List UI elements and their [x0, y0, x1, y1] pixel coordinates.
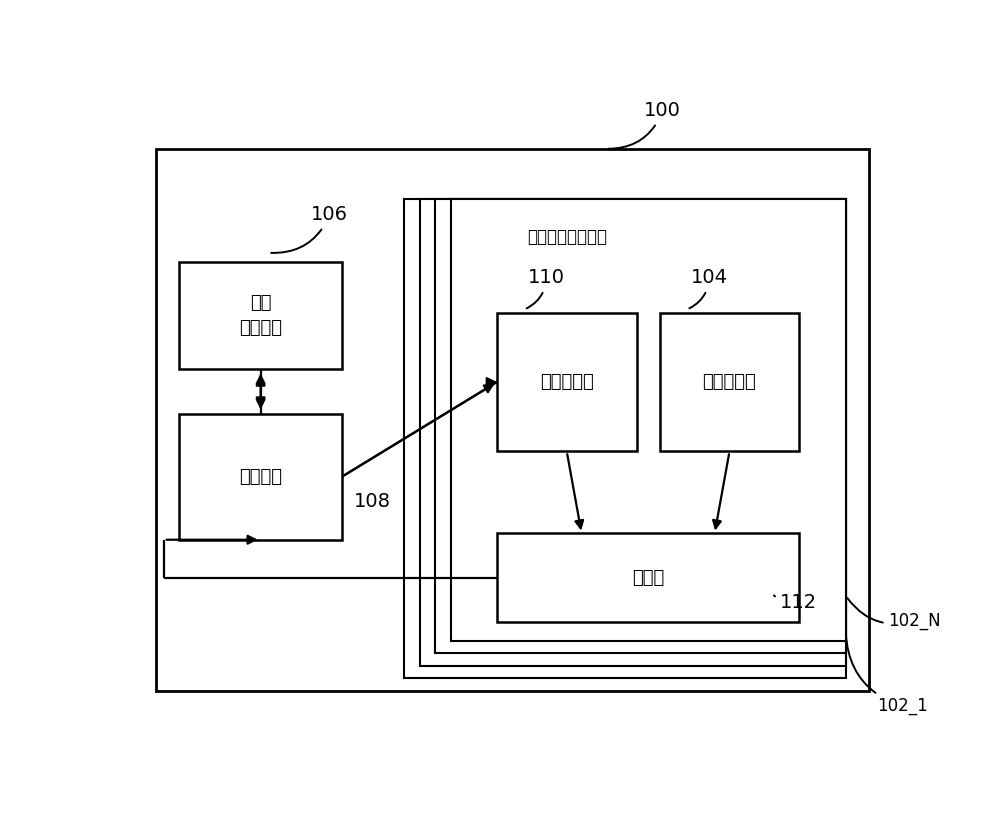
Text: 资源
启用模块: 资源 启用模块: [239, 294, 282, 337]
Text: 108: 108: [354, 492, 391, 511]
Bar: [450, 199, 846, 640]
Bar: [179, 414, 342, 540]
Text: 安全启用值: 安全启用值: [703, 373, 756, 391]
Bar: [497, 313, 637, 451]
Text: 102_N: 102_N: [847, 598, 941, 630]
Text: 104: 104: [689, 269, 728, 309]
Bar: [156, 149, 869, 691]
Bar: [420, 199, 846, 666]
Bar: [660, 313, 799, 451]
Text: 计算内核: 计算内核: [239, 468, 282, 486]
Bar: [435, 199, 846, 654]
Text: 106: 106: [271, 206, 348, 253]
Text: 102_1: 102_1: [846, 633, 928, 715]
Bar: [497, 533, 799, 622]
Bar: [404, 199, 846, 678]
Bar: [179, 262, 342, 369]
Text: 112: 112: [774, 593, 817, 613]
Text: 启用寄存器: 启用寄存器: [540, 373, 594, 391]
Text: 比较器: 比较器: [632, 568, 664, 586]
Text: 110: 110: [527, 269, 565, 309]
Text: 受保护的硬件资源: 受保护的硬件资源: [527, 228, 607, 246]
Text: 100: 100: [608, 102, 681, 149]
